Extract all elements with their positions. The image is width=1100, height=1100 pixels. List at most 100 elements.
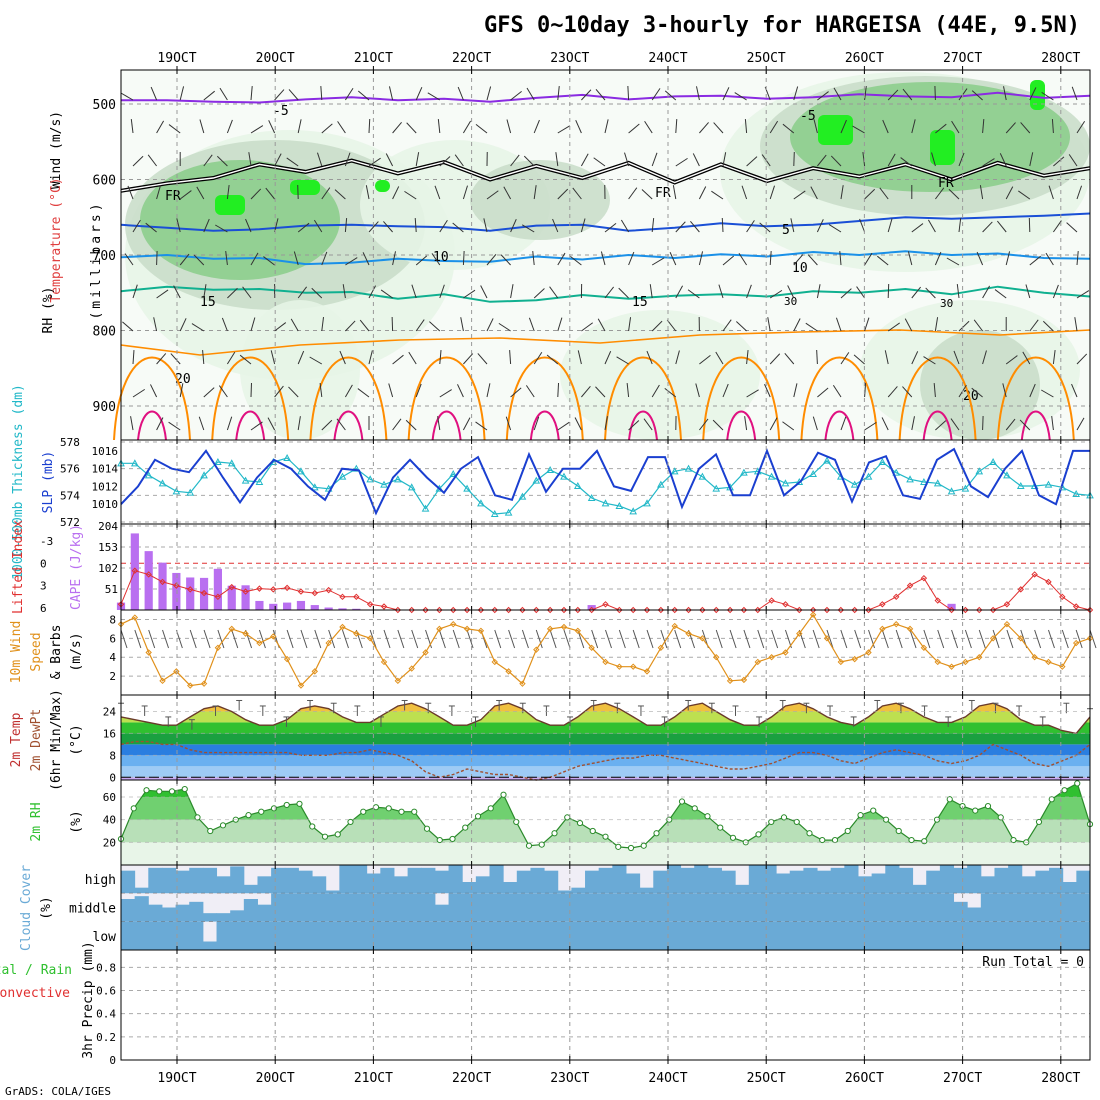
wind-barb bbox=[297, 222, 310, 233]
wind-barb bbox=[218, 385, 228, 398]
wind-barb bbox=[852, 125, 865, 134]
rh-point bbox=[908, 836, 915, 844]
cloud-cell bbox=[639, 921, 654, 950]
isotherm-20-loop bbox=[996, 356, 1075, 441]
wind-barb bbox=[1076, 353, 1088, 365]
cape-bar bbox=[283, 602, 292, 610]
cloud-cell bbox=[625, 893, 641, 922]
wind-barb bbox=[365, 185, 370, 200]
wind-barb bbox=[189, 629, 197, 649]
wind-barb bbox=[162, 629, 170, 649]
isotherm-20-loop bbox=[113, 356, 191, 441]
isotherm--5 bbox=[121, 91, 1091, 104]
wind-barb bbox=[715, 351, 724, 365]
wind-barb bbox=[380, 289, 393, 299]
cloud-cell bbox=[475, 876, 490, 894]
wind-barb bbox=[790, 218, 795, 233]
cloud-cell bbox=[571, 887, 586, 894]
cloud-cell bbox=[407, 921, 422, 950]
wind-barb bbox=[147, 154, 157, 167]
wind-barb bbox=[288, 89, 299, 101]
wind-barb bbox=[835, 317, 842, 332]
thickness-tick: 578 bbox=[60, 436, 80, 449]
wind-barb bbox=[533, 288, 545, 299]
wind-speed-line bbox=[120, 613, 1091, 687]
wind-barb bbox=[973, 319, 983, 332]
wind-speed-point bbox=[574, 627, 582, 634]
wind-barb bbox=[1066, 222, 1078, 233]
y-label-li: Lifted Index bbox=[11, 520, 26, 614]
wind-barb bbox=[1005, 355, 1018, 365]
wind-speed-point bbox=[546, 625, 554, 633]
wind-speed-point bbox=[339, 623, 346, 631]
rh-shade bbox=[920, 330, 1040, 440]
wind-barb bbox=[196, 186, 205, 200]
wind-barb bbox=[649, 284, 653, 299]
wind-barb bbox=[1075, 629, 1083, 649]
cloud-cell bbox=[380, 921, 395, 950]
wind-barb bbox=[486, 86, 492, 101]
wind-barb bbox=[651, 88, 661, 101]
cloud-cell bbox=[243, 921, 258, 950]
wind-barb bbox=[887, 386, 898, 398]
wind-barb bbox=[604, 222, 617, 233]
rh-point bbox=[1061, 787, 1068, 794]
cloud-cell bbox=[393, 921, 409, 950]
wind-barb bbox=[793, 383, 798, 398]
wind-barb bbox=[651, 152, 658, 167]
cloud-cell bbox=[1035, 921, 1050, 950]
wind-barb bbox=[156, 289, 169, 299]
wind-speed-point bbox=[851, 655, 858, 663]
cloud-cell bbox=[612, 865, 627, 894]
wind-barb bbox=[593, 157, 606, 167]
wind-barb bbox=[368, 350, 373, 365]
x-tick-top: 28OCT bbox=[1041, 51, 1080, 66]
wind-barb bbox=[286, 629, 294, 649]
isotherm-20-loop bbox=[309, 356, 388, 441]
wind-barb bbox=[425, 629, 433, 649]
wind-barb bbox=[431, 253, 441, 266]
wind-barb bbox=[1076, 290, 1090, 299]
wind-barb bbox=[675, 350, 680, 365]
wind-barb bbox=[698, 186, 707, 200]
cloud-cell bbox=[694, 893, 709, 922]
wind-barb bbox=[508, 629, 516, 649]
wind-barb bbox=[933, 383, 936, 398]
wind-barb bbox=[757, 629, 765, 649]
rh-point bbox=[844, 827, 851, 835]
wind-speed-point bbox=[976, 654, 983, 661]
wind-barb bbox=[509, 349, 512, 365]
rh-point bbox=[997, 814, 1004, 821]
cloud-cell bbox=[789, 921, 804, 950]
thickness-point bbox=[421, 504, 430, 512]
isotherm-25-loop bbox=[235, 410, 266, 441]
cloud-cell bbox=[967, 921, 982, 950]
wind-barb bbox=[769, 289, 783, 299]
cloud-cell bbox=[639, 887, 654, 894]
li-point bbox=[270, 586, 277, 593]
isotherm-25-loop bbox=[922, 410, 953, 441]
li-point bbox=[214, 593, 222, 601]
li-point bbox=[782, 601, 789, 608]
x-tick-bottom: 27OCT bbox=[943, 1071, 982, 1086]
cloud-cell bbox=[134, 921, 149, 950]
cloud-cell bbox=[202, 913, 218, 922]
cloud-cell bbox=[612, 921, 627, 950]
wind-barb bbox=[743, 629, 751, 649]
wind-barb bbox=[242, 286, 252, 299]
cloud-cell bbox=[953, 901, 968, 922]
wind-barb bbox=[937, 629, 945, 649]
wind-barb bbox=[934, 317, 939, 332]
cloud-cell bbox=[1062, 921, 1077, 950]
wind-barb bbox=[830, 155, 842, 167]
wind-barb bbox=[771, 629, 779, 649]
cloud-cell bbox=[462, 893, 477, 922]
wind-barb bbox=[935, 123, 947, 134]
wind-barb bbox=[397, 629, 405, 649]
wind-barb bbox=[793, 254, 804, 266]
wind-barb bbox=[810, 186, 818, 200]
wind-barb bbox=[793, 190, 806, 200]
cloud-cell bbox=[680, 921, 695, 950]
rh-point bbox=[921, 838, 928, 845]
cloud-cell bbox=[516, 921, 531, 950]
